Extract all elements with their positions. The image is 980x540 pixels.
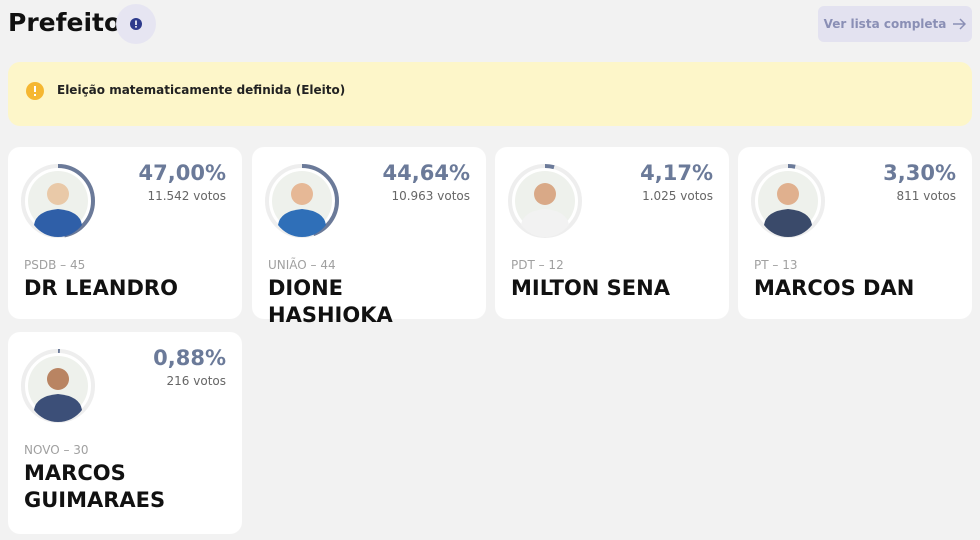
votes: 811 votos bbox=[896, 189, 956, 203]
party: PSDB – 45 bbox=[24, 258, 86, 272]
candidate-card: 0,88% 216 votos NOVO – 30 MARCOS GUIMARAES bbox=[8, 332, 242, 534]
votes: 11.542 votos bbox=[147, 189, 226, 203]
photo-body bbox=[34, 209, 82, 237]
alert-text: Eleição matematicamente definida (Eleito… bbox=[57, 83, 346, 97]
party: PT – 13 bbox=[754, 258, 798, 272]
candidate-card: 3,30% 811 votos PT – 13 MARCOS DAN bbox=[738, 147, 972, 319]
percent: 44,64% bbox=[382, 161, 470, 185]
photo-head bbox=[534, 183, 556, 205]
ring-arc bbox=[21, 349, 95, 423]
alert: Eleição matematicamente definida (Eleito… bbox=[8, 62, 972, 126]
candidate-name: MARCOS GUIMARAES bbox=[24, 461, 166, 512]
photo-head bbox=[291, 183, 313, 205]
percent: 4,17% bbox=[640, 161, 713, 185]
arrow-icon bbox=[953, 18, 967, 30]
ring-arc bbox=[265, 164, 339, 238]
votes: 10.963 votos bbox=[391, 189, 470, 203]
avatar bbox=[21, 164, 95, 238]
avatar bbox=[265, 164, 339, 238]
photo-body bbox=[521, 209, 569, 237]
ring-arc bbox=[508, 164, 582, 238]
party: NOVO – 30 bbox=[24, 443, 89, 457]
avatar bbox=[21, 349, 95, 423]
candidate-name: MARCOS DAN bbox=[754, 276, 915, 300]
ring-arc bbox=[751, 164, 825, 238]
alert-icon bbox=[26, 82, 44, 100]
photo-body bbox=[764, 209, 812, 237]
photo-head bbox=[777, 183, 799, 205]
candidate-card: 44,64% 10.963 votos UNIÃO – 44 DIONE HASHIO… bbox=[252, 147, 486, 327]
candidate-name: DR LEANDRO bbox=[24, 276, 178, 300]
avatar bbox=[508, 164, 582, 238]
avatar bbox=[751, 164, 825, 238]
candidate-card: 4,17% 1.025 votos PDT – 12 MILTON SENA bbox=[495, 147, 729, 319]
candidate-name: MILTON SENA bbox=[511, 276, 670, 300]
photo-head bbox=[47, 368, 69, 390]
list-button[interactable]: Ver lista completa bbox=[818, 6, 972, 42]
percent: 3,30% bbox=[883, 161, 956, 185]
party: PDT – 12 bbox=[511, 258, 564, 272]
candidate-card: 47,00% 11.542 votos PSDB – 45 DR LEANDRO bbox=[8, 147, 242, 319]
percent: 47,00% bbox=[138, 161, 226, 185]
percent: 0,88% bbox=[153, 346, 226, 370]
info-icon[interactable] bbox=[116, 4, 156, 44]
candidate-name: DIONE HASHIOKA bbox=[268, 276, 393, 327]
button-label[interactable]: Ver lista completa bbox=[823, 17, 947, 31]
photo-head bbox=[47, 183, 69, 205]
photo-body bbox=[34, 394, 82, 422]
party: UNIÃO – 44 bbox=[268, 258, 336, 272]
photo-body bbox=[278, 209, 326, 237]
votes: 216 votos bbox=[166, 374, 226, 388]
ring-arc bbox=[21, 164, 95, 238]
page-title: Prefeito bbox=[8, 8, 122, 37]
votes: 1.025 votos bbox=[642, 189, 713, 203]
